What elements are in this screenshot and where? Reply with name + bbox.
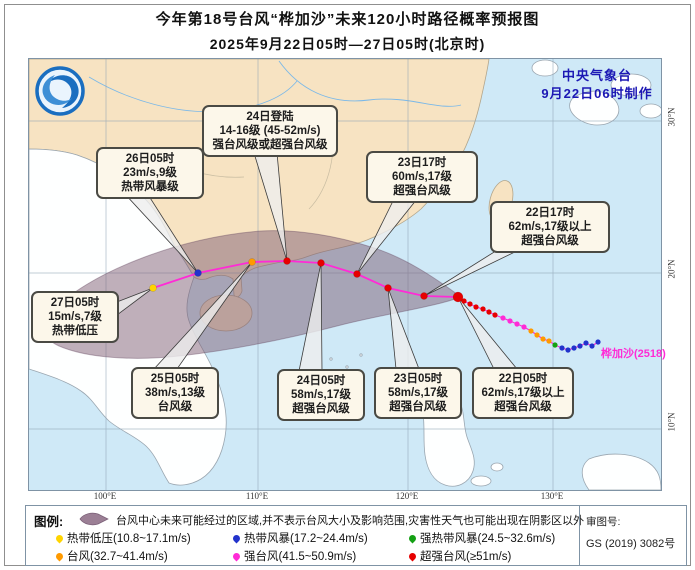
callout-line: 24日登陆	[246, 111, 294, 123]
callout-23-17: 23日17时 60m/s,17级 超强台风级	[366, 151, 478, 203]
legend-item-sty: 强台风(41.5~50.9m/s)	[231, 548, 357, 564]
legend-title: 图例:	[34, 515, 64, 529]
td-marker-icon	[54, 534, 65, 544]
typhoon-track	[149, 257, 601, 353]
callout-line: 60m/s,17级	[391, 171, 453, 183]
callout-24-05: 24日05时 58m/s,17级 超强台风级	[277, 369, 365, 421]
title-bar: 今年第18号台风“桦加沙”未来120小时路径概率预报图 2025年9月22日05…	[0, 8, 695, 54]
page-subtitle: 2025年9月22日05时—27日05时(北京时)	[209, 36, 486, 52]
forecast-map: 中央气象台 9月22日06时制作 桦加沙(2518) 24日登陆 14-16级 …	[28, 58, 666, 491]
callout-line: 22日05时	[498, 373, 548, 385]
callout-line: 58m/s,17级	[290, 389, 352, 401]
sts-marker-icon	[407, 534, 418, 544]
lon-label: 120°E	[395, 491, 419, 501]
cone-legend-icon	[78, 512, 110, 529]
legend-item-ts: 热带风暴(17.2~24.4m/s)	[231, 530, 368, 546]
callout-line: 台风级	[157, 401, 193, 413]
callout-line: 强台风级或超强台风级	[212, 139, 328, 151]
lat-label: 20°N	[666, 259, 677, 279]
page-title: 今年第18号台风“桦加沙”未来120小时路径概率预报图	[155, 11, 540, 28]
callout-24-landfall: 24日登陆 14-16级 (45-52m/s) 强台风级或超强台风级	[202, 105, 338, 157]
legend-item-td: 热带低压(10.8~17.1m/s)	[54, 530, 191, 546]
callout-line: 超强台风级	[494, 401, 552, 413]
legend-item-label: 热带低压(10.8~17.1m/s)	[67, 533, 191, 545]
approval-label: 审图号:	[586, 516, 621, 528]
callout-23-05: 23日05时 58m/s,17级 超强台风级	[374, 367, 462, 419]
legend-item-label: 强热带风暴(24.5~32.6m/s)	[420, 533, 556, 545]
ts-marker-icon	[231, 534, 242, 544]
legend-item-super-ty: 超强台风(≥51m/s)	[407, 548, 512, 564]
lat-label: 10°N	[666, 412, 677, 432]
callout-line: 24日05时	[296, 375, 346, 387]
callout-line: 超强台风级	[389, 401, 447, 413]
callout-line: 26日05时	[125, 153, 175, 165]
sty-marker-icon	[231, 552, 242, 562]
legend-item-label: 台风(32.7~41.4m/s)	[67, 551, 168, 563]
lon-label: 100°E	[93, 491, 117, 501]
cma-logo-icon	[34, 65, 86, 122]
legend-item-label: 热带风暴(17.2~24.4m/s)	[244, 533, 368, 545]
legend-item-label: 超强台风(≥51m/s)	[420, 551, 512, 563]
callout-line: 热带风暴级	[121, 181, 179, 193]
callout-line: 58m/s,17级	[387, 387, 449, 399]
callout-22-05: 22日05时 62m/s,17级以上 超强台风级	[472, 367, 574, 419]
legend-item-label: 强台风(41.5~50.9m/s)	[244, 551, 357, 563]
callout-line: 14-16级 (45-52m/s)	[219, 125, 321, 137]
callout-27-05: 27日05时 15m/s,7级 热带低压	[31, 291, 119, 343]
legend-divider	[579, 506, 580, 565]
callout-line: 62m/s,17级以上	[508, 221, 592, 233]
callout-line: 15m/s,7级	[48, 311, 102, 323]
callout-line: 62m/s,17级以上	[481, 387, 565, 399]
map-canvas	[29, 59, 661, 490]
callout-line: 25日05时	[150, 373, 200, 385]
ty-marker-icon	[54, 552, 65, 562]
callout-line: 22日17时	[525, 207, 575, 219]
legend-item-ty: 台风(32.7~41.4m/s)	[54, 548, 168, 564]
callout-22-17: 22日17时 62m/s,17级以上 超强台风级	[490, 201, 610, 253]
river-line	[278, 60, 462, 107]
callout-line: 热带低压	[52, 325, 98, 337]
callout-25-05: 25日05时 38m/s,13级 台风级	[131, 367, 219, 419]
storm-name-label: 桦加沙(2518)	[601, 348, 666, 360]
callout-line: 38m/s,13级	[144, 387, 206, 399]
cone-description: 台风中心未来可能经过的区域,并不表示台风大小及影响范围,灾害性天气也可能出现在阴…	[116, 515, 585, 527]
map-approval: 审图号: GS (2019) 3082号	[586, 514, 682, 551]
approval-number: GS (2019) 3082号	[586, 538, 676, 550]
callout-line: 超强台风级	[521, 235, 579, 247]
callout-line: 23m/s,9级	[123, 167, 177, 179]
legend-item-sts: 强热带风暴(24.5~32.6m/s)	[407, 530, 556, 546]
callout-line: 超强台风级	[292, 403, 350, 415]
lon-label: 130°E	[540, 491, 564, 501]
agency-credit: 中央气象台 9月22日06时制作	[532, 67, 662, 103]
callout-line: 超强台风级	[393, 185, 451, 197]
super-ty-marker-icon	[407, 552, 418, 562]
issue-time: 9月22日06时制作	[541, 86, 653, 101]
callout-26-05: 26日05时 23m/s,9级 热带风暴级	[96, 147, 204, 199]
callout-line: 23日05时	[393, 373, 443, 385]
callout-line: 27日05时	[50, 297, 100, 309]
lat-label: 30°N	[666, 107, 677, 127]
callout-line: 23日17时	[397, 157, 447, 169]
agency-name: 中央气象台	[561, 68, 632, 83]
lon-label: 110°E	[245, 491, 269, 501]
legend-box: 图例: 台风中心未来可能经过的区域,并不表示台风大小及影响范围,灾害性天气也可能…	[25, 505, 687, 566]
